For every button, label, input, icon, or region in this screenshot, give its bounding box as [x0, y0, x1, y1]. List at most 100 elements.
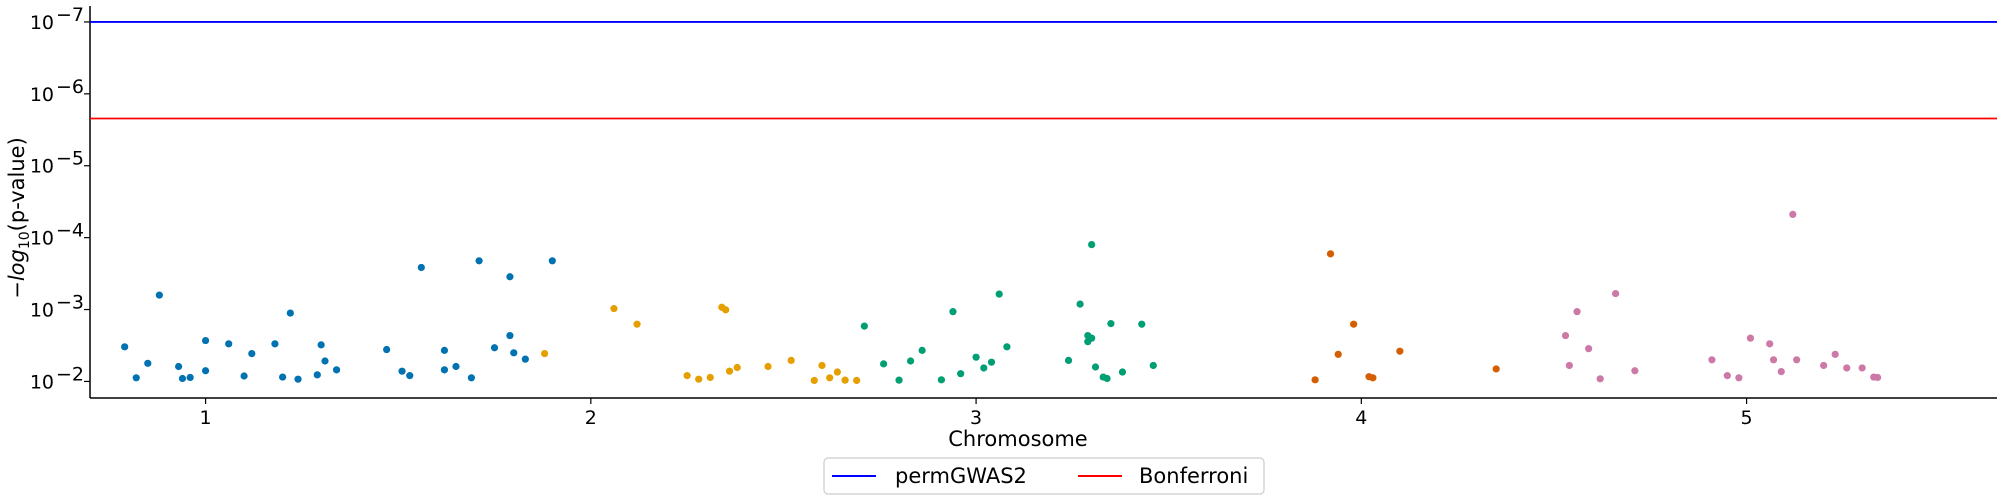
legend: permGWAS2 Bonferroni: [823, 457, 1265, 495]
point-chr3: [987, 358, 996, 366]
point-chr1: [286, 309, 294, 317]
point-chr5: [1769, 356, 1778, 364]
point-chr5: [1793, 356, 1801, 364]
point-chr2: [706, 373, 714, 382]
point-chr1: [383, 345, 391, 354]
point-chr1: [248, 349, 256, 358]
point-chr3: [895, 376, 903, 384]
point-chr5: [1831, 350, 1839, 358]
point-chr1: [506, 331, 514, 340]
point-chr1: [440, 366, 449, 374]
x-ticks: 1 2 3 4 5: [200, 398, 1753, 429]
y-tick-label: 10: [30, 12, 54, 34]
point-chr2: [826, 374, 834, 382]
point-chr3: [1076, 300, 1084, 308]
point-chr1: [332, 366, 341, 374]
point-chr1: [452, 362, 460, 371]
point-chr3: [918, 346, 926, 354]
point-chr2: [853, 376, 861, 385]
point-chr4: [1334, 350, 1342, 358]
x-tick-label: 5: [1741, 407, 1753, 429]
x-tick-label: 2: [585, 407, 597, 429]
point-chr3: [949, 308, 957, 316]
y-axis-title: −log10(p-value): [5, 137, 33, 299]
threshold-lines: [90, 21, 1997, 120]
legend-label-permgwas2: permGWAS2: [895, 464, 1027, 488]
legend-label-bonferroni: Bonferroni: [1139, 464, 1248, 488]
point-chr2: [633, 320, 641, 328]
point-chr4: [1350, 320, 1358, 328]
point-chr5: [1858, 364, 1866, 372]
point-chr5: [1561, 331, 1570, 340]
point-chr1: [121, 343, 129, 351]
point-chr3: [1118, 368, 1127, 376]
point-chr5: [1573, 308, 1581, 316]
x-tick-label: 4: [1355, 407, 1367, 429]
point-chr1: [144, 359, 152, 367]
point-chr5: [1723, 372, 1731, 380]
point-chr3: [1088, 334, 1096, 342]
point-chr1: [240, 372, 248, 380]
point-chr1: [321, 357, 329, 365]
point-chr5: [1735, 374, 1743, 382]
point-chr1: [132, 374, 140, 382]
point-chr3: [1138, 320, 1146, 328]
point-chr3: [1103, 374, 1111, 383]
point-chr1: [279, 373, 287, 381]
point-chr2: [841, 376, 849, 384]
y-tick-label: 10: [30, 228, 54, 250]
point-chr1: [155, 291, 163, 299]
data-points: [121, 210, 1882, 385]
y-tick-exponent: −3: [56, 292, 84, 314]
point-chr1: [294, 375, 302, 383]
point-chr1: [225, 340, 233, 348]
point-chr1: [317, 341, 325, 349]
point-chr3: [906, 357, 915, 365]
point-chr4: [1326, 250, 1335, 258]
point-chr4: [1396, 347, 1404, 355]
point-chr3: [1064, 356, 1073, 365]
point-chr2: [722, 306, 730, 314]
point-chr1: [178, 374, 187, 383]
point-chr1: [467, 374, 475, 382]
y-tick-exponent: −4: [56, 220, 84, 242]
point-chr3: [1091, 363, 1100, 371]
point-chr1: [506, 273, 514, 281]
point-chr3: [1107, 320, 1115, 328]
y-tick-label: 10: [30, 84, 54, 106]
legend-frame: [823, 457, 1265, 495]
point-chr1: [201, 336, 210, 345]
point-chr1: [475, 257, 483, 265]
point-chr5: [1789, 210, 1797, 218]
point-chr5: [1631, 367, 1639, 375]
point-chr1: [417, 263, 425, 272]
point-chr5: [1596, 375, 1604, 383]
point-chr5: [1612, 289, 1620, 298]
point-chr5: [1873, 373, 1882, 382]
point-chr1: [201, 367, 210, 375]
point-chr1: [186, 373, 194, 382]
y-tick-label: 10: [30, 371, 54, 393]
y-tick-exponent: −7: [56, 4, 84, 26]
point-chr5: [1777, 368, 1785, 376]
point-chr1: [398, 367, 406, 375]
point-chr2: [733, 363, 741, 372]
point-chr3: [957, 370, 965, 378]
y-tick-exponent: −6: [56, 76, 84, 98]
point-chr1: [271, 340, 279, 348]
y-tick-label: 10: [30, 300, 54, 322]
point-chr4: [1492, 365, 1500, 373]
point-chr3: [860, 322, 868, 330]
point-chr1: [313, 371, 321, 379]
point-chr2: [787, 356, 795, 365]
point-chr5: [1843, 364, 1851, 372]
point-chr2: [540, 349, 549, 358]
point-chr1: [490, 344, 499, 352]
x-tick-label: 1: [200, 407, 212, 429]
point-chr2: [683, 372, 691, 380]
point-chr1: [548, 257, 556, 265]
point-chr3: [1149, 361, 1157, 370]
point-chr5: [1585, 345, 1593, 353]
y-ticks: 10−710−610−510−410−310−2: [30, 4, 90, 393]
